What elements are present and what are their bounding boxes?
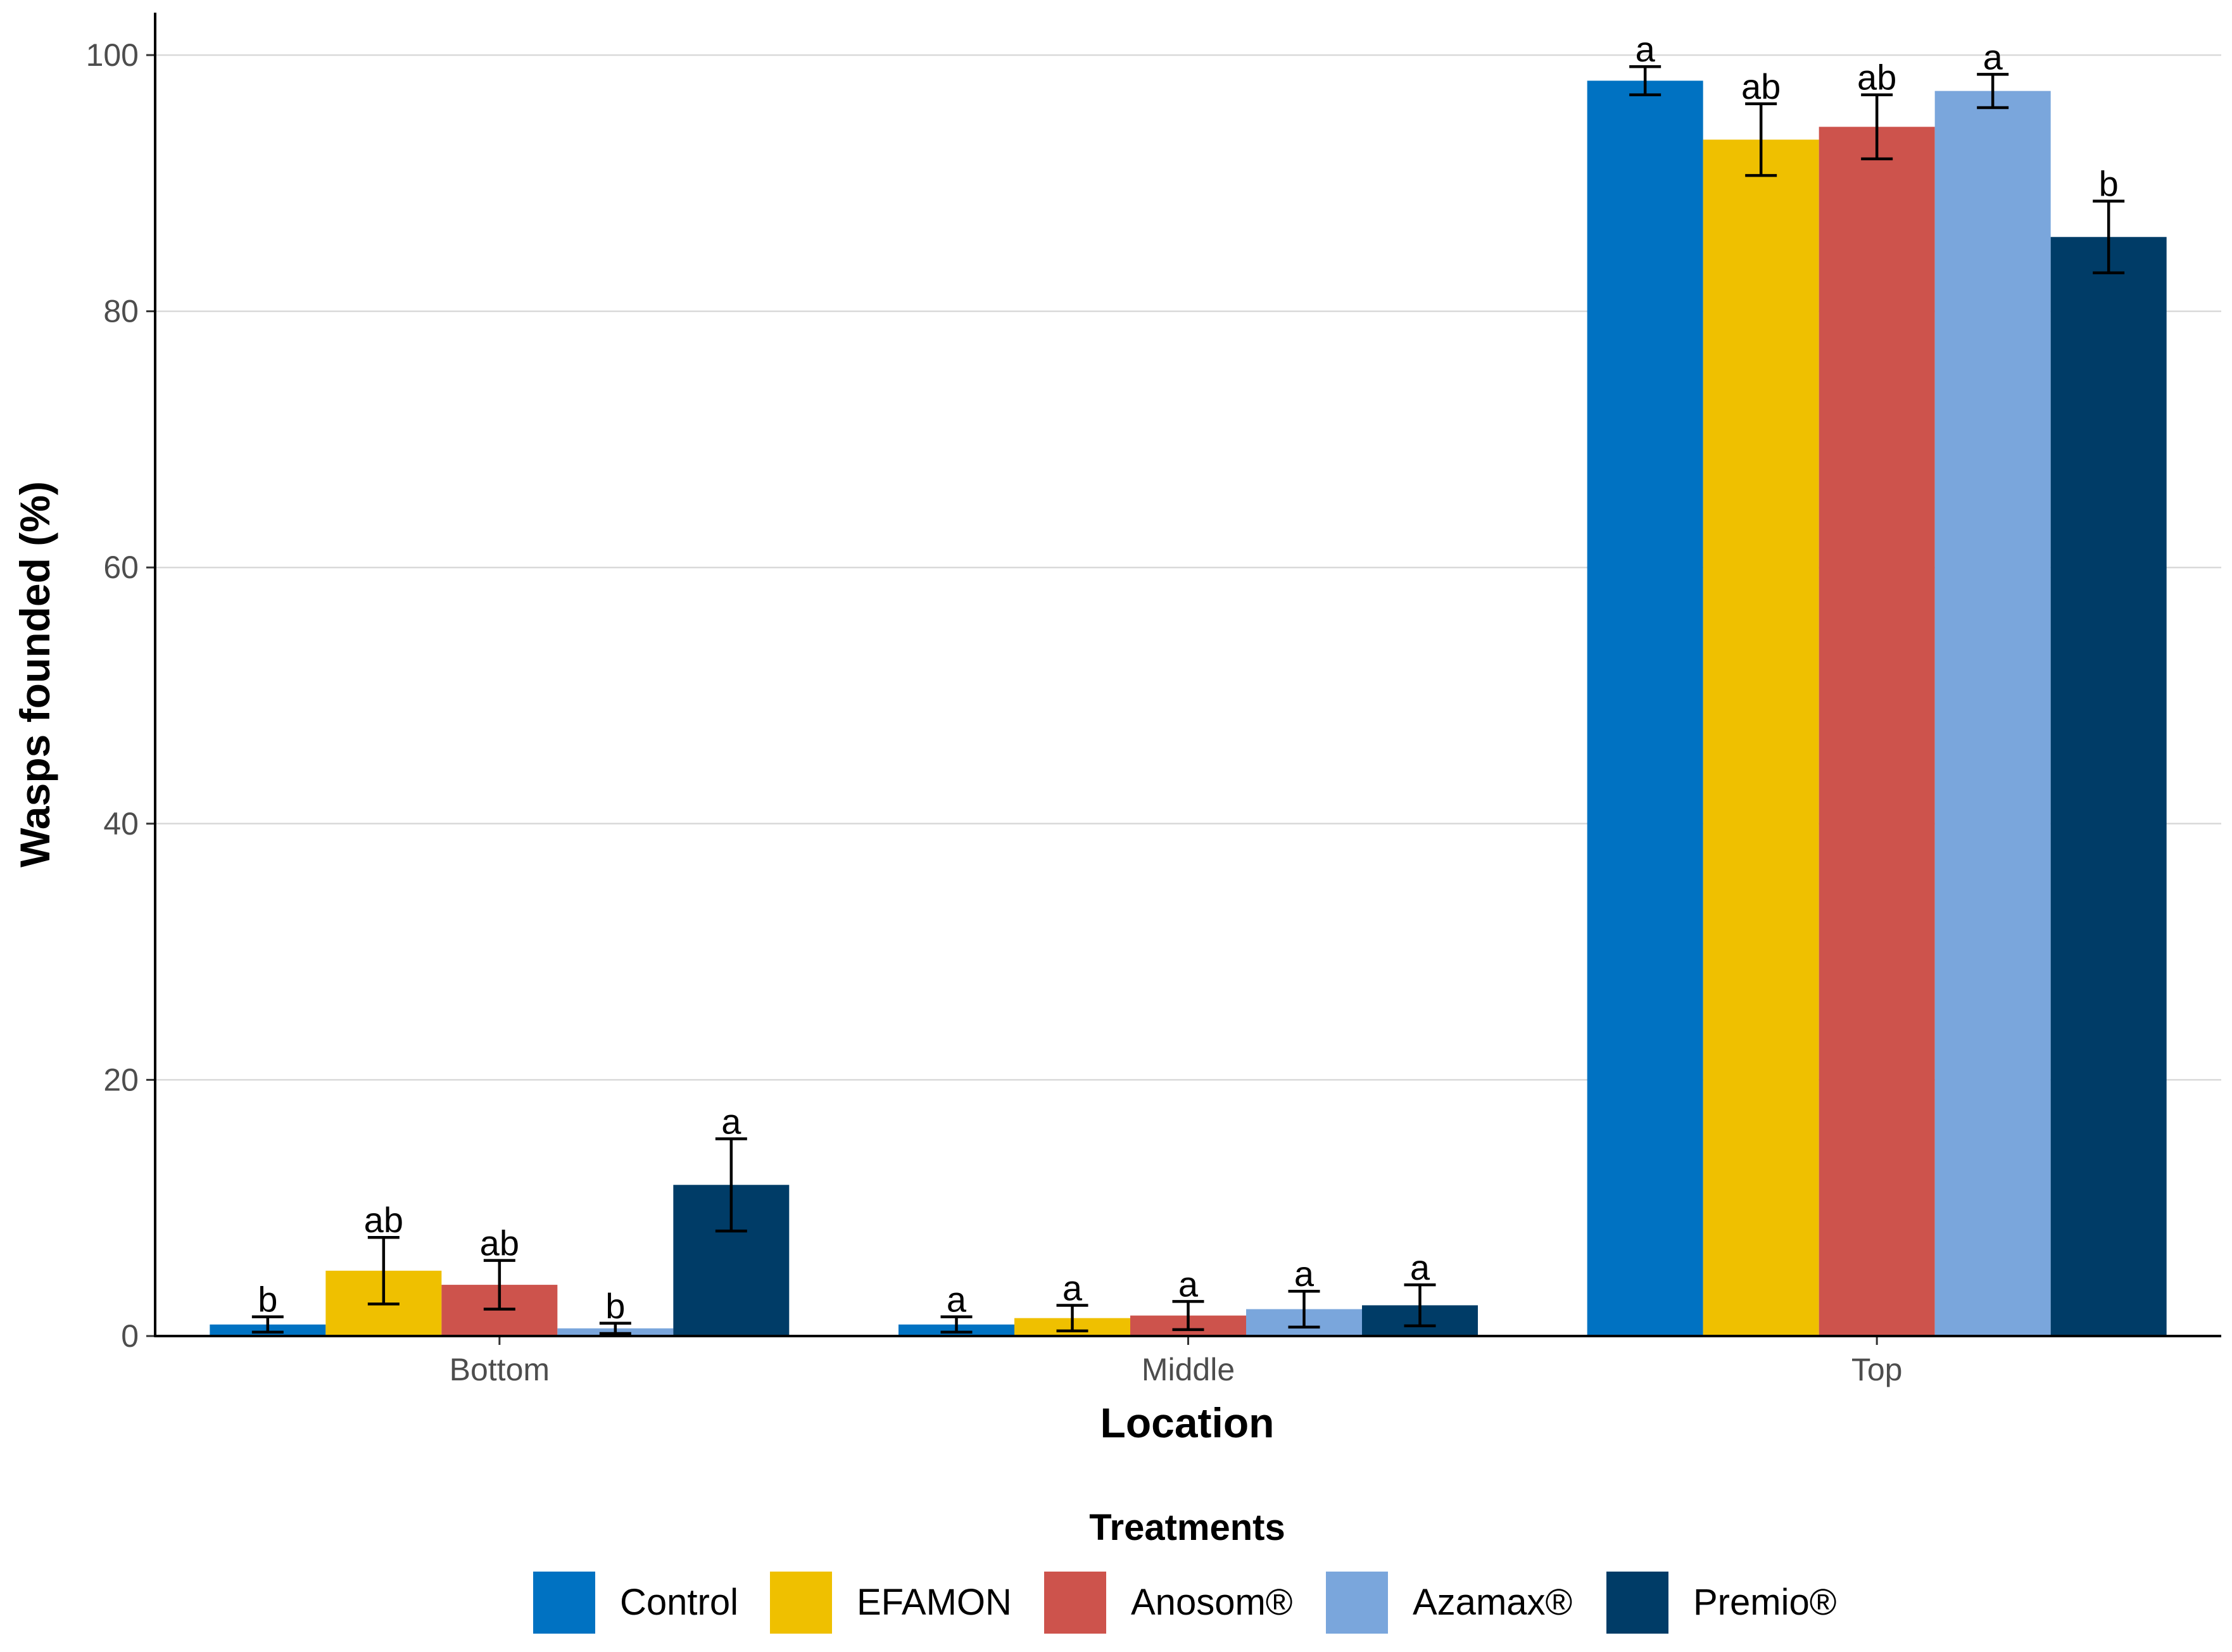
legend-swatch-anosom [1044,1572,1106,1634]
legend-item-premio: Premio® [1606,1572,1836,1634]
legend-item-azamax: Azamax® [1326,1572,1572,1634]
axes: 0 20 40 60 80 100 Bottom Middle Top [86,13,2221,1387]
legend-swatch-premio [1606,1572,1668,1634]
legend-title: Treatments [1089,1507,1285,1548]
letter-middle-azamax: a [1294,1254,1315,1294]
letter-top-azamax: a [1983,37,2003,77]
legend-label-azamax: Azamax® [1413,1582,1572,1623]
legend-item-efamon: EFAMON [770,1572,1012,1634]
legend-swatch-efamon [770,1572,832,1634]
x-tick-label-top: Top [1851,1352,1903,1387]
y-tick-label-80: 80 [103,294,139,329]
letter-bottom-control: b [258,1280,277,1320]
bar-top-azamax [1934,91,2051,1336]
y-tick-label-40: 40 [103,806,139,842]
letter-middle-control: a [947,1280,967,1320]
x-axis-title: Location [1100,1399,1275,1446]
bar-top-anosom [1819,127,1935,1337]
legend-label-control: Control [620,1582,738,1623]
bar-top-premio [2050,237,2167,1336]
bar-top-control [1587,80,1703,1337]
legend-item-control: Control [533,1572,738,1634]
legend-swatch-azamax [1326,1572,1388,1634]
letter-bottom-premio: a [721,1101,741,1141]
y-tick-label-100: 100 [86,37,139,73]
error-bars [251,65,2125,1335]
y-tick-label-20: 20 [103,1062,139,1097]
letter-middle-anosom: a [1178,1264,1199,1304]
letter-bottom-anosom: ab [480,1223,519,1263]
y-tick-label-60: 60 [103,550,139,585]
letter-bottom-azamax: b [605,1286,625,1326]
letter-top-anosom: ab [1857,58,1896,98]
bars [210,80,2167,1337]
legend-item-anosom: Anosom® [1044,1572,1293,1634]
letter-top-efamon: ab [1741,66,1781,106]
legend-swatch-control [533,1572,595,1634]
legend-label-anosom: Anosom® [1131,1582,1293,1623]
x-tick-label-bottom: Bottom [450,1352,550,1387]
legend: Control EFAMON Anosom® Azamax® Premio® [533,1572,1836,1634]
x-tick-label-middle: Middle [1142,1352,1235,1387]
legend-label-premio: Premio® [1693,1582,1836,1623]
y-axis-title: Wasps founded (%) [11,481,58,867]
bar-top-efamon [1703,139,1819,1336]
legend-label-efamon: EFAMON [857,1582,1012,1623]
y-tick-label-0: 0 [121,1318,139,1354]
letter-middle-premio: a [1410,1247,1430,1287]
letter-bottom-efamon: ab [364,1200,403,1240]
letter-top-premio: b [2099,164,2119,204]
letter-top-control: a [1636,29,1656,69]
letter-middle-efamon: a [1062,1268,1083,1308]
